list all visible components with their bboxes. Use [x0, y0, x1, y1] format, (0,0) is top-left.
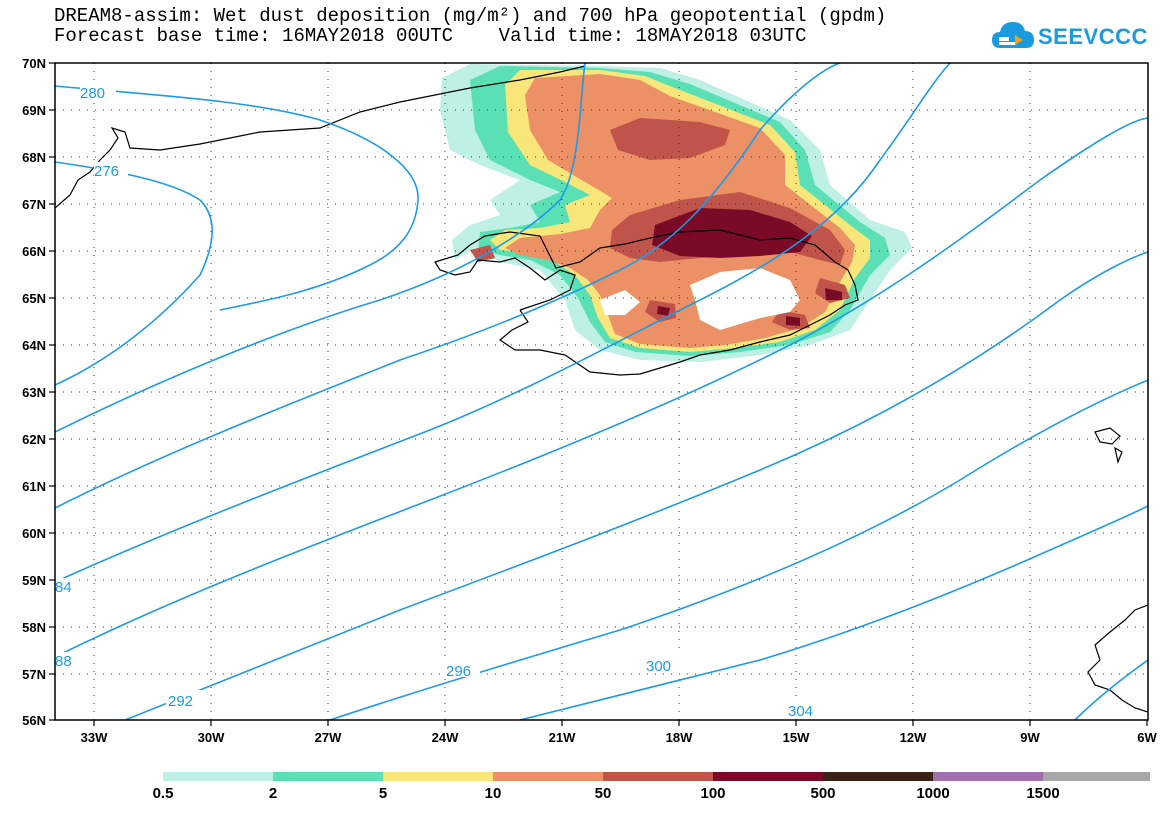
- contour-label: 292: [168, 693, 193, 710]
- lat-label: 56N: [22, 713, 46, 728]
- legend-swatch: [273, 772, 383, 781]
- contour-label: 88: [55, 653, 72, 670]
- map-title: DREAM8-assim: Wet dust deposition (mg/m²…: [54, 5, 887, 27]
- contour-280: [55, 85, 419, 311]
- lon-label: 27W: [315, 730, 342, 745]
- lat-label: 62N: [22, 432, 46, 447]
- seevccc-logo: SEEVCCC: [990, 18, 1147, 60]
- legend-label: 1000: [916, 785, 950, 802]
- contour-label: 280: [80, 85, 105, 102]
- legend-label: 50: [594, 785, 612, 802]
- legend-label: 0.5: [152, 785, 174, 802]
- contour-284: [55, 63, 841, 509]
- legend-label: 2: [268, 785, 278, 802]
- lat-label: 65N: [22, 291, 46, 306]
- contour-label: 300: [646, 658, 671, 675]
- lon-label: 21W: [549, 730, 576, 745]
- lat-label: 68N: [22, 150, 46, 165]
- contour-304: [519, 505, 1148, 720]
- contour-label: 84: [55, 579, 72, 596]
- lon-label: 9W: [1020, 730, 1040, 745]
- lon-label: 12W: [900, 730, 927, 745]
- lon-label: 18W: [666, 730, 693, 745]
- lon-label: 24W: [432, 730, 459, 745]
- lat-label: 58N: [22, 620, 46, 635]
- legend-label: 1500: [1026, 785, 1060, 802]
- lat-label: 70N: [22, 56, 46, 71]
- lat-label: 59N: [22, 573, 46, 588]
- deposition-level-100: [652, 208, 842, 326]
- legend-swatch: [493, 772, 603, 781]
- grid: [55, 63, 1148, 720]
- lon-label: 6W: [1137, 730, 1157, 745]
- faroe-coast: [1094, 427, 1123, 465]
- lat-label: 69N: [22, 103, 46, 118]
- legend-label: 5: [378, 785, 388, 802]
- contour-280-lower: [55, 63, 586, 433]
- tick-marks: [49, 62, 1148, 726]
- contour-308: [1074, 659, 1148, 720]
- map-panel: 280 276 84 88 292 296 300 304 70N 69N: [22, 56, 1157, 745]
- legend-swatch: [603, 772, 713, 781]
- lat-label: 60N: [22, 526, 46, 541]
- legend-swatch: [163, 772, 273, 781]
- contour-label: 296: [446, 663, 471, 680]
- scotland-coast: [1087, 604, 1148, 713]
- lat-label: 57N: [22, 667, 46, 682]
- lon-label: 30W: [198, 730, 225, 745]
- deposition-field: [440, 64, 912, 362]
- cloud-icon: [992, 22, 1034, 48]
- contour-288: [55, 63, 951, 583]
- lat-label: 67N: [22, 197, 46, 212]
- legend-swatch: [713, 772, 823, 781]
- contour-292: [55, 117, 1148, 658]
- contour-276: [55, 161, 213, 386]
- contour-label: 304: [788, 703, 813, 720]
- legend-swatch: [933, 772, 1043, 781]
- lat-label: 66N: [22, 244, 46, 259]
- lat-label: 61N: [22, 479, 46, 494]
- legend-label: 10: [484, 785, 502, 802]
- legend-label: 500: [810, 785, 836, 802]
- legend-swatch: [823, 772, 933, 781]
- lon-label: 33W: [81, 730, 108, 745]
- legend-swatch: [1043, 772, 1150, 781]
- lat-label: 64N: [22, 338, 46, 353]
- lat-label: 63N: [22, 385, 46, 400]
- map-subtitle: Forecast base time: 16MAY2018 00UTC Vali…: [54, 25, 807, 47]
- iceland-coast: [434, 229, 859, 376]
- legend-swatch: [383, 772, 493, 781]
- legend-label: 100: [700, 785, 726, 802]
- lon-label: 15W: [783, 730, 810, 745]
- contour-label: 276: [94, 163, 119, 180]
- deposition-gap: [600, 268, 800, 330]
- contour-296: [124, 251, 1148, 720]
- logo-text: SEEVCCC: [1038, 24, 1148, 49]
